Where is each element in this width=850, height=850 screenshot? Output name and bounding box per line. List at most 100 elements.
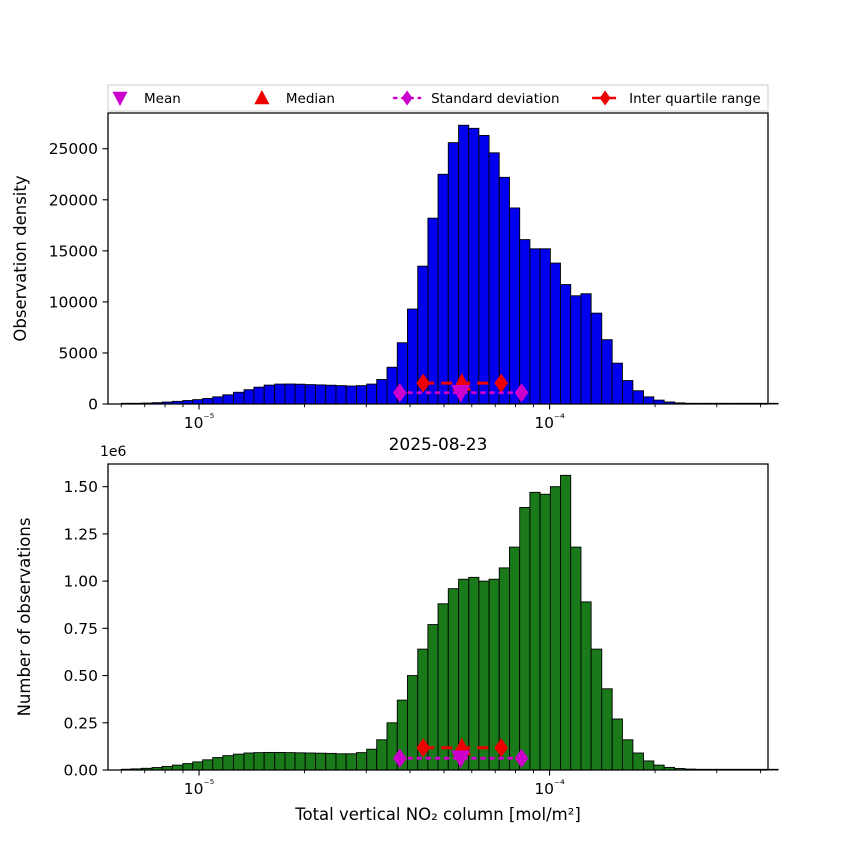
histogram-bar xyxy=(325,384,337,405)
histogram-bar xyxy=(182,763,194,771)
iqr-upper-marker xyxy=(494,373,509,393)
histogram-bar xyxy=(233,753,245,771)
y-tick-label: 5000 xyxy=(59,344,98,362)
histogram-bar xyxy=(407,308,419,405)
histogram-bar xyxy=(468,576,480,771)
y-axis-label: Observation density xyxy=(11,175,30,341)
mean-marker xyxy=(451,384,471,403)
histogram-bar xyxy=(345,753,357,771)
y-tick-label: 0.25 xyxy=(63,714,98,732)
legend-label: Standard deviation xyxy=(431,91,559,107)
histogram-bar xyxy=(447,142,460,405)
axes-spines xyxy=(107,112,769,405)
histogram-bar xyxy=(345,385,357,405)
histogram-bar xyxy=(590,648,603,771)
histogram-bar xyxy=(274,751,286,771)
histogram-bar xyxy=(601,688,613,771)
histogram-bar xyxy=(590,312,603,405)
histogram-bar xyxy=(315,384,327,405)
y-axis-label: Number of observations xyxy=(15,518,34,717)
histogram-bar xyxy=(488,578,500,771)
legend-item-inter-quartile-range[interactable]: Inter quartile range xyxy=(592,90,761,108)
y-tick-label: 0 xyxy=(88,396,98,414)
histogram-bar xyxy=(478,135,490,405)
histogram-bar xyxy=(570,546,582,771)
histogram-bar xyxy=(643,396,655,405)
histogram-bar xyxy=(222,394,234,405)
y-tick-label: 1.00 xyxy=(63,573,98,591)
histogram-bar xyxy=(356,752,368,771)
histogram-bar xyxy=(222,755,234,771)
histogram-bar xyxy=(212,396,224,405)
histogram-bar xyxy=(427,217,439,405)
x-tick-label: 10⁻⁵ xyxy=(184,777,215,798)
histogram-bar xyxy=(356,385,368,405)
histogram-bar xyxy=(458,124,470,405)
histogram-bar xyxy=(549,262,561,405)
y-tick-label: 0.50 xyxy=(63,667,98,685)
y-tick-label: 1.50 xyxy=(63,478,98,496)
diamond-icon xyxy=(599,90,611,106)
legend-label: Mean xyxy=(144,91,181,107)
x-axis: 10⁻⁵ 10⁻⁴ xyxy=(120,404,762,432)
y-axis: 0.00 0.25 0.50 0.75 1.00 1.25 1.50 xyxy=(63,478,108,780)
histogram-bar xyxy=(171,764,184,771)
histogram-bar xyxy=(570,295,582,405)
legend-item-median[interactable]: Median xyxy=(254,90,335,107)
statistics-markers xyxy=(392,737,529,769)
iqr-upper-marker xyxy=(494,738,509,758)
histogram-bar xyxy=(212,757,224,771)
diamond-icon xyxy=(401,90,413,106)
histogram-bar xyxy=(621,739,634,771)
y-tick-label: 10000 xyxy=(49,293,98,311)
histogram-bar xyxy=(376,739,388,771)
histogram-bar xyxy=(376,379,388,405)
histogram-bar xyxy=(243,389,255,405)
triangle-down-icon xyxy=(112,91,128,106)
legend-item-mean[interactable]: Mean xyxy=(112,91,181,107)
histogram-bar xyxy=(643,760,655,771)
histogram-bar xyxy=(263,751,276,771)
x-tick-label: 10⁻⁴ xyxy=(534,777,565,798)
histogram-bar xyxy=(284,383,296,405)
histogram-bar xyxy=(580,293,592,405)
histogram-bar xyxy=(263,384,276,405)
histogram-bar xyxy=(294,383,306,405)
histogram-bar xyxy=(621,380,634,405)
statistics-markers xyxy=(392,373,529,403)
histogram-bar xyxy=(253,386,265,405)
plot-title: 2025-08-23 xyxy=(389,435,488,455)
histogram-bar xyxy=(611,718,623,771)
histogram-bar xyxy=(407,675,419,771)
histogram-bar xyxy=(519,239,531,405)
y-tick-label: 20000 xyxy=(49,191,98,209)
histogram-bar xyxy=(366,383,378,405)
histogram-bar xyxy=(519,506,531,771)
histogram-bar xyxy=(304,384,316,405)
histogram-bar xyxy=(366,748,378,771)
x-axis-label: Total vertical NO₂ column [mol/m²] xyxy=(294,805,581,824)
iqr-lower-marker xyxy=(416,373,431,393)
mean-marker xyxy=(451,750,471,769)
y-tick-label: 15000 xyxy=(49,242,98,260)
histogram-bar xyxy=(767,768,779,771)
histogram-bar xyxy=(315,752,327,771)
legend-label: Inter quartile range xyxy=(629,91,761,107)
histogram-bar xyxy=(447,588,460,771)
axes-spines xyxy=(107,463,769,771)
histogram-bar xyxy=(560,474,572,771)
histogram-bar xyxy=(509,546,521,771)
histogram-bar xyxy=(325,752,337,771)
histogram-bar xyxy=(437,173,449,405)
histogram-bar xyxy=(653,764,665,771)
histogram-bar xyxy=(580,601,592,771)
y-offset-label: 1e6 xyxy=(100,444,127,460)
x-axis: 10⁻⁵ 10⁻⁴ xyxy=(120,770,762,798)
histogram-bar xyxy=(192,399,204,405)
legend-item-standard-deviation[interactable]: Standard deviation xyxy=(392,90,560,108)
histogram-bar xyxy=(478,580,490,771)
histogram-bar xyxy=(498,176,510,405)
histogram-bar xyxy=(233,391,245,405)
std-upper-marker xyxy=(514,748,529,768)
